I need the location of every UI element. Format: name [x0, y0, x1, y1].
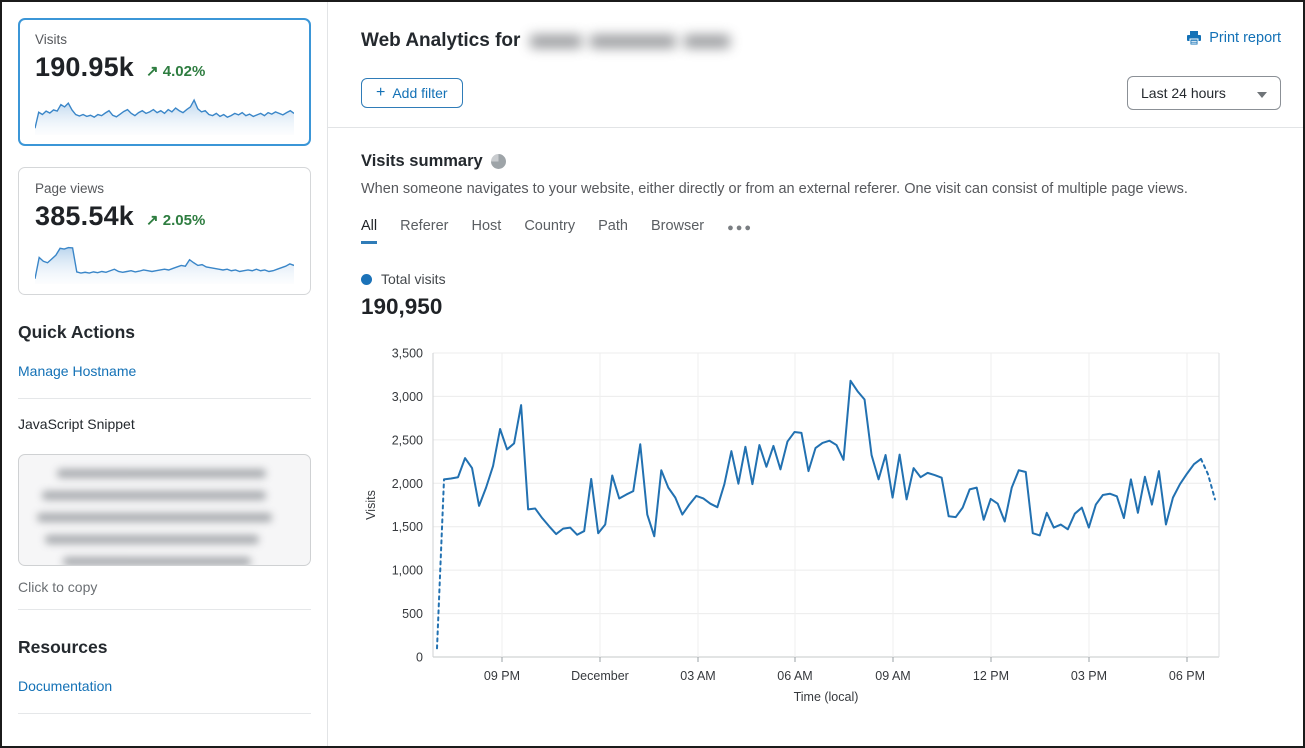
visits-summary-section: Visits summary When someone navigates to…: [328, 128, 1303, 710]
svg-text:Visits: Visits: [364, 490, 378, 520]
chart-legend: Total visits: [361, 271, 1287, 287]
tab-browser[interactable]: Browser: [650, 218, 705, 234]
tab-host[interactable]: Host: [471, 218, 502, 234]
plus-icon: +: [376, 84, 386, 101]
quick-actions-heading: Quick Actions: [18, 322, 136, 342]
tab-path[interactable]: Path: [598, 218, 628, 234]
metric-value: 190.95k: [35, 52, 134, 82]
svg-text:Time (local): Time (local): [794, 690, 859, 704]
svg-text:500: 500: [402, 607, 423, 621]
metric-card-visits[interactable]: Visits 190.95k ↗ 4.02%: [18, 18, 311, 146]
svg-text:2,000: 2,000: [392, 477, 423, 491]
time-range-dropdown[interactable]: Last 24 hours: [1127, 76, 1281, 110]
chevron-down-icon: [1257, 92, 1267, 98]
svg-text:12 PM: 12 PM: [973, 669, 1009, 683]
metric-label: Page views: [35, 181, 105, 196]
divider: [18, 609, 311, 610]
svg-text:06 AM: 06 AM: [777, 669, 812, 683]
redacted-code-line: [44, 535, 259, 544]
javascript-snippet-label: JavaScript Snippet: [18, 416, 135, 432]
dimension-tabs: All Referer Host Country Path Browser ●●…: [361, 218, 1287, 244]
tab-country[interactable]: Country: [524, 218, 576, 234]
svg-text:December: December: [571, 669, 629, 683]
visits-line-chart: 0 500 1,000 1,500 2,000 2,500 3,000 3,500 09 PM D…: [364, 347, 1220, 704]
svg-text:03 PM: 03 PM: [1071, 669, 1107, 683]
manage-hostname-link[interactable]: Manage Hostname: [18, 363, 137, 379]
svg-text:03 AM: 03 AM: [680, 669, 715, 683]
metric-card-page-views[interactable]: Page views 385.54k ↗ 2.05%: [18, 167, 311, 295]
visits-summary-description: When someone navigates to your website, …: [361, 181, 1188, 197]
divider: [18, 398, 311, 399]
click-to-copy-hint: Click to copy: [18, 579, 98, 595]
visits-chart: 0 500 1,000 1,500 2,000 2,500 3,000 3,500 09 PM D…: [361, 343, 1287, 710]
svg-text:1,000: 1,000: [392, 564, 423, 578]
total-visits-value: 190,950: [361, 294, 443, 319]
main-panel: Web Analytics for Print report + Ad: [328, 2, 1303, 746]
divider: [328, 127, 1303, 128]
more-tabs-ellipsis-icon[interactable]: ●●●: [727, 221, 754, 234]
tab-all[interactable]: All: [361, 218, 378, 244]
redacted-code-line: [62, 557, 252, 565]
add-filter-button[interactable]: + Add filter: [361, 78, 463, 108]
trend-up-icon: ↗: [146, 212, 159, 229]
legend-dot: [361, 273, 372, 285]
printer-icon: [1187, 31, 1202, 46]
svg-text:3,500: 3,500: [392, 347, 423, 361]
tab-referer[interactable]: Referer: [400, 218, 449, 234]
svg-text:2,500: 2,500: [392, 433, 423, 447]
site-domain-redacted: [530, 34, 731, 48]
javascript-snippet-box[interactable]: [18, 454, 311, 566]
svg-text:09 PM: 09 PM: [484, 669, 520, 683]
trend-up-icon: ↗: [146, 63, 159, 80]
documentation-link[interactable]: Documentation: [18, 678, 113, 694]
legend-label: Total visits: [381, 271, 446, 287]
metric-value: 385.54k: [35, 201, 134, 231]
metric-change: ↗ 2.05%: [146, 212, 206, 229]
visits-sparkline: [35, 98, 294, 135]
svg-text:06 PM: 06 PM: [1169, 669, 1205, 683]
svg-text:1,500: 1,500: [392, 520, 423, 534]
pie-help-icon[interactable]: [490, 154, 506, 169]
visits-summary-heading: Visits summary: [361, 152, 483, 170]
metric-label: Visits: [35, 32, 68, 47]
svg-text:09 AM: 09 AM: [875, 669, 910, 683]
svg-text:3,000: 3,000: [392, 390, 423, 404]
svg-text:0: 0: [416, 651, 423, 665]
page-title: Web Analytics for: [361, 30, 731, 52]
print-report-link[interactable]: Print report: [1186, 30, 1281, 46]
page-views-sparkline: [35, 246, 294, 284]
divider: [18, 713, 311, 714]
resources-heading: Resources: [18, 637, 108, 657]
redacted-code-line: [37, 513, 272, 522]
redacted-code-line: [57, 469, 267, 478]
metric-change: ↗ 4.02%: [146, 63, 206, 80]
sidebar: Visits 190.95k ↗ 4.02% Page views 385.54…: [2, 2, 328, 746]
redacted-code-line: [42, 491, 267, 500]
